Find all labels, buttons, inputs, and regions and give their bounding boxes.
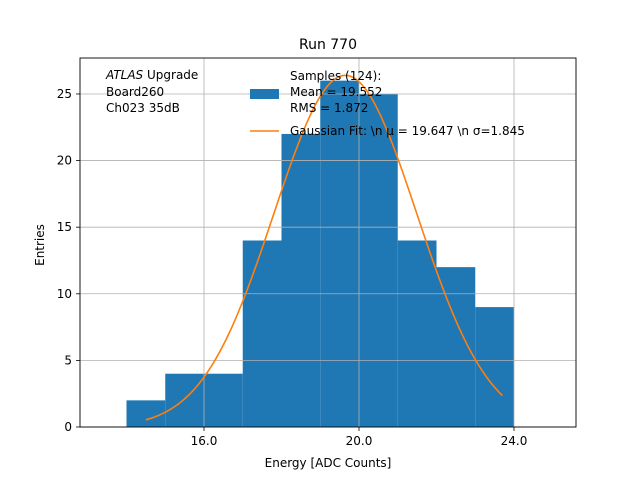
gaussian-fit: [145, 74, 503, 421]
histogram-bar: [320, 80, 359, 427]
axes-frame: [79, 57, 577, 428]
legend-fit-label: Gaussian Fit: \n μ = 19.647 \n σ=1.845: [290, 124, 525, 138]
histogram-bar: [436, 267, 476, 427]
annotation-line: ATLAS Upgrade: [105, 68, 198, 82]
legend-hist-label: Mean = 19.552: [290, 85, 382, 99]
legend-hist-label: Samples (124):: [290, 69, 381, 83]
histogram-bar: [281, 133, 321, 428]
x-tick-label: 16.0: [191, 434, 218, 448]
legend-hist-swatch: [250, 89, 279, 99]
annotation-line: Board260: [106, 85, 164, 99]
y-tick-label: 10: [57, 287, 72, 301]
atlas-annotation: ATLAS Upgrade Board260 Ch023 35dB: [105, 68, 198, 115]
histogram-bar: [475, 307, 514, 427]
annotation-line: Ch023 35dB: [106, 101, 180, 115]
histogram-bar: [204, 373, 243, 427]
x-tick-label: 20.0: [346, 434, 373, 448]
y-tick-label: 20: [57, 154, 72, 168]
histogram-bar: [242, 240, 282, 427]
histogram-bar: [165, 373, 204, 427]
histogram-bar: [359, 93, 398, 428]
histogram-bars: [126, 80, 514, 428]
gaussian-fit-curve: [145, 74, 503, 421]
legend: Samples (124): Mean = 19.552 RMS = 1.872…: [250, 69, 525, 138]
y-tick-label: 15: [57, 220, 72, 234]
legend-hist-label: RMS = 1.872: [290, 101, 368, 115]
tick-labels: 16.0 20.0 24.0 0 5 10 15 20 25: [57, 87, 528, 448]
histogram-bar: [126, 400, 166, 427]
x-axis-label: Energy [ADC Counts]: [265, 456, 392, 470]
x-tick-label: 24.0: [501, 434, 528, 448]
histogram-bar: [397, 240, 437, 427]
y-axis-label: Entries: [33, 224, 47, 266]
axes: [76, 57, 577, 431]
y-tick-label: 0: [64, 420, 72, 434]
y-tick-label: 5: [64, 353, 72, 367]
y-tick-label: 25: [57, 87, 72, 101]
chart-title: Run 770: [299, 37, 357, 53]
